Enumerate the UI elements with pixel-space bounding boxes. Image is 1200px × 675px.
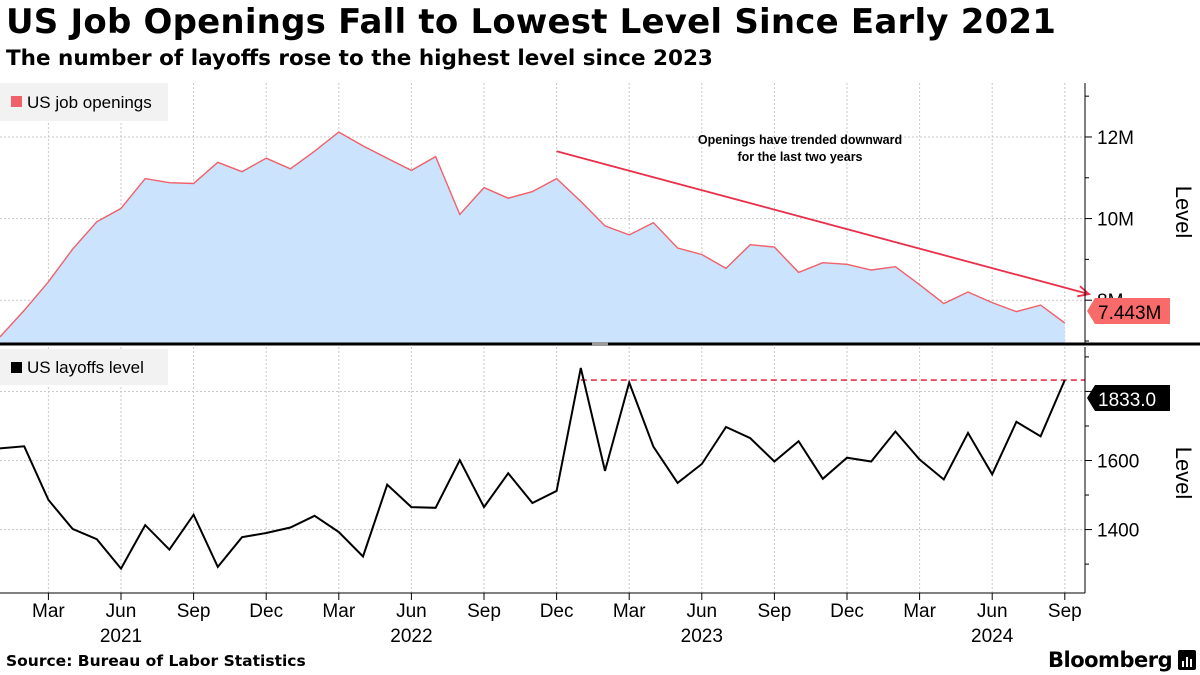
x-year-label-2021: 2021	[100, 626, 142, 647]
openings-area-fill	[0, 132, 1065, 343]
x-tick-label-2021-12: Dec	[249, 601, 283, 622]
layoffs-last-value-label: 1833.0	[1098, 390, 1156, 411]
openings-ytick-label-12: 12M	[1097, 128, 1134, 149]
x-tick-label-2024-09: Sep	[1048, 601, 1082, 622]
layoffs-ytick-label-1400: 1400	[1097, 521, 1139, 542]
openings-last-value-badge	[1087, 298, 1170, 324]
layoffs-legend-swatch	[11, 362, 22, 373]
layoffs-legend-box	[0, 349, 168, 385]
openings-legend-label: US job openings	[27, 93, 152, 112]
trend-arrow-shaft	[556, 150, 1090, 295]
chart-title: US Job Openings Fall to Lowest Level Sin…	[6, 2, 1057, 42]
x-tick-label-2021-09: Sep	[177, 601, 211, 622]
x-year-label-2023: 2023	[681, 626, 723, 647]
openings-last-value-label: 7.443M	[1098, 303, 1161, 324]
bloomberg-terminal-icon	[1178, 650, 1196, 670]
x-tick-label-2022-03: Mar	[322, 601, 355, 622]
x-tick-label-2023-12: Dec	[830, 601, 864, 622]
source-note: Source: Bureau of Labor Statistics	[6, 652, 306, 670]
x-year-label-2024: 2024	[971, 626, 1014, 647]
x-tick-label-2023-09: Sep	[757, 601, 791, 622]
panel-resize-handle	[592, 342, 608, 346]
openings-ytick-label-10: 10M	[1097, 210, 1134, 231]
layoffs-last-value-badge	[1087, 385, 1170, 411]
openings-series-line	[0, 131, 1066, 338]
trend-arrow-head	[1077, 285, 1091, 298]
x-tick-label-2024-03: Mar	[903, 601, 936, 622]
brand-logo: Bloomberg	[1048, 648, 1173, 672]
x-axis: Mar Jun Sep Dec Mar Jun Sep Dec Mar Jun Sep Dec Mar J…	[0, 592, 1085, 647]
x-tick-label-2022-12: Dec	[540, 601, 574, 622]
chart-subtitle: The number of layoffs rose to the highes…	[6, 46, 713, 71]
x-tick-label-2022-06: Jun	[396, 601, 427, 622]
x-tick-label-2023-03: Mar	[613, 601, 646, 622]
openings-y-axis-label: Level	[1171, 186, 1196, 239]
trend-arrow	[556, 150, 1091, 298]
layoffs-ytick-label-1600: 1600	[1097, 452, 1139, 473]
x-tick-label-2022-09: Sep	[467, 601, 501, 622]
layoffs-legend-label: US layoffs level	[27, 358, 144, 377]
annotation-line-2: for the last two years	[737, 150, 862, 164]
annotation-line-1: Openings have trended downward	[698, 133, 902, 147]
x-tick-label-2021-03: Mar	[32, 601, 65, 622]
layoffs-series-line	[0, 367, 1066, 571]
openings-legend-box	[0, 83, 168, 121]
openings-legend-swatch	[11, 96, 22, 107]
x-tick-label-2024-06: Jun	[977, 601, 1008, 622]
layoffs-gridlines	[0, 347, 1085, 593]
x-year-label-2022: 2022	[390, 626, 432, 647]
x-tick-label-2021-06: Jun	[106, 601, 137, 622]
layoffs-y-axis-label: Level	[1171, 447, 1196, 500]
x-tick-label-2023-06: Jun	[686, 601, 717, 622]
